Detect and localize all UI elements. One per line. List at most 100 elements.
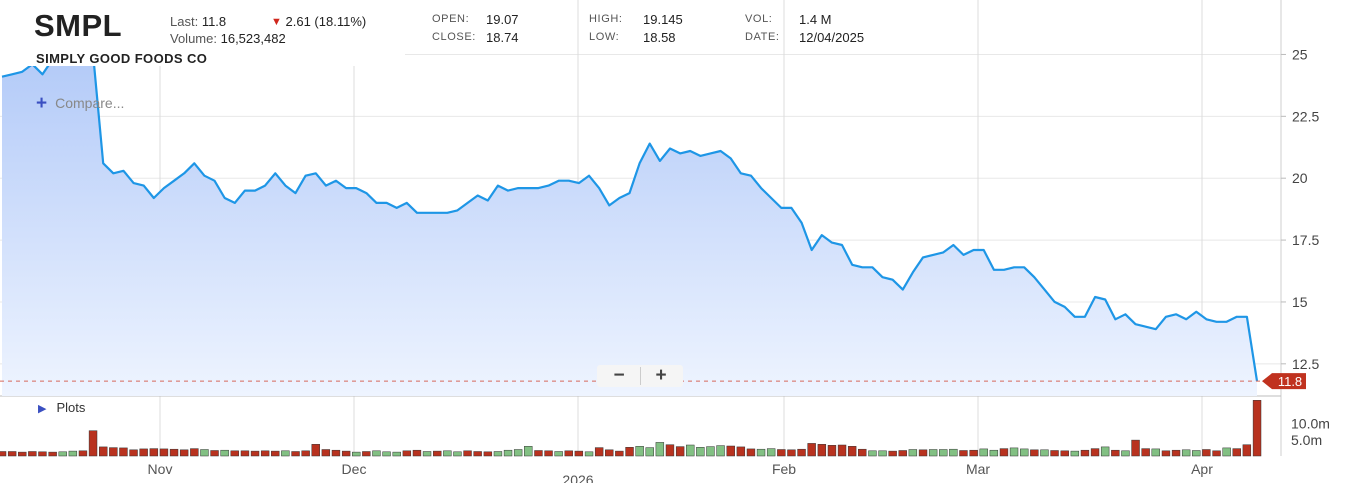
volume-bar — [939, 449, 948, 457]
y-tick-label: 25 — [1292, 46, 1308, 62]
volume-bar — [675, 446, 685, 457]
x-tick-label: Mar — [966, 461, 990, 477]
plus-icon: + — [36, 93, 48, 114]
arrow-down-icon: ▼ — [271, 16, 282, 28]
volume-bar — [230, 450, 239, 457]
volume-bar — [109, 447, 118, 457]
volume-bar — [534, 450, 543, 457]
date-label: DATE: — [745, 31, 780, 43]
volume-bar — [736, 446, 746, 457]
price-change: ▼ 2.61 (18.11%) — [271, 14, 366, 29]
x-tick-label: Dec — [342, 461, 367, 477]
low-label: LOW: — [589, 31, 620, 43]
volume-bar — [766, 448, 776, 457]
x-tick-label: Apr — [1191, 461, 1213, 477]
volume-bar — [1192, 450, 1201, 457]
volume-bar — [493, 451, 503, 457]
volume-bar — [706, 446, 715, 457]
volume-bar — [716, 445, 725, 457]
volume-bar — [1202, 449, 1211, 457]
y-tick-label: 22.5 — [1292, 108, 1319, 124]
volume-bar — [321, 449, 331, 457]
volume-bar — [422, 451, 432, 457]
x-tick-label: Feb — [772, 461, 796, 477]
zoom-out-button[interactable]: − — [613, 365, 625, 386]
volume-bar — [686, 444, 695, 457]
volume-bar — [918, 449, 928, 457]
zoom-separator — [640, 367, 641, 385]
volume-bar — [1161, 450, 1171, 457]
volume-bar — [503, 449, 513, 457]
volume-bar — [139, 448, 148, 457]
plots-toggle[interactable]: ▶ Plots — [38, 400, 85, 415]
date-value: 12/04/2025 — [799, 30, 865, 45]
volume-bar — [1070, 450, 1080, 457]
volume-bar — [1212, 450, 1221, 457]
volume-bar — [1020, 448, 1029, 457]
volume-bar — [352, 451, 361, 457]
volume-bar — [513, 449, 523, 457]
volume-bar — [38, 451, 47, 457]
volume-bar — [220, 449, 229, 457]
volume-bar — [524, 446, 533, 457]
y-tick-label: 15 — [1292, 294, 1308, 310]
last-label: Last: — [170, 14, 199, 29]
volume-bar — [787, 449, 796, 457]
close-value: 18.74 — [486, 30, 519, 45]
company-name: SIMPLY GOOD FOODS CO — [36, 51, 208, 66]
volume-bar — [1242, 444, 1252, 457]
volume-bar — [1100, 446, 1110, 457]
volume-bar — [0, 451, 7, 457]
volume-bar — [868, 450, 877, 457]
volume-bar — [1009, 447, 1019, 457]
zoom-in-button[interactable]: + — [655, 365, 667, 386]
volume-bar — [898, 450, 907, 457]
volume-bar — [949, 448, 958, 457]
volume-bar — [331, 449, 341, 457]
volume-tick-label: 10.0m — [1291, 416, 1330, 432]
volume-bar — [635, 446, 644, 457]
volume-bar — [250, 450, 260, 457]
volume-bar — [159, 448, 169, 457]
volume-bar — [615, 450, 624, 457]
volume-bar — [149, 448, 159, 457]
volume-label: Volume: — [170, 31, 217, 46]
volume-bar — [594, 447, 604, 457]
last-price-marker — [1262, 373, 1306, 390]
y-tick-label: 20 — [1292, 170, 1308, 186]
x-tick-label: 2026 — [562, 472, 593, 483]
volume-bar — [1111, 449, 1120, 457]
volume-tick-label: 5.0m — [1291, 432, 1322, 448]
volume-bar — [240, 450, 250, 457]
volume-bar — [1090, 448, 1100, 457]
volume-bar — [483, 451, 493, 457]
volume-bar — [402, 450, 412, 457]
volume-bar — [989, 449, 999, 457]
volume-bar — [179, 449, 189, 457]
volume-bar — [827, 445, 837, 457]
volume-bar — [28, 451, 37, 457]
volume-bar — [341, 450, 351, 457]
y-tick-label: 12.5 — [1292, 356, 1319, 372]
volume-bar — [1181, 449, 1191, 457]
volume-bar — [68, 450, 78, 457]
volume-bar — [372, 450, 381, 457]
volume-bar — [797, 448, 806, 457]
quote-header: SMPL SIMPLY GOOD FOODS CO — [0, 0, 405, 66]
volume-bar — [1121, 450, 1130, 457]
volume-bar — [726, 445, 735, 457]
last-price-label: 11.8 — [1278, 374, 1302, 389]
volume-bar — [78, 450, 88, 457]
volume-bar — [847, 446, 857, 457]
price-line — [1, 3, 1259, 382]
volume-bar — [88, 430, 98, 457]
volume-bar — [99, 446, 108, 457]
compare-button[interactable]: + Compare... — [36, 92, 124, 114]
zoom-controls: − + — [597, 365, 683, 387]
volume-bar — [453, 451, 462, 457]
open-label: OPEN: — [432, 13, 470, 25]
volume-bar — [605, 449, 614, 457]
volume-bar — [433, 450, 442, 457]
volume-bar — [665, 444, 675, 457]
volume-bar — [837, 444, 847, 457]
